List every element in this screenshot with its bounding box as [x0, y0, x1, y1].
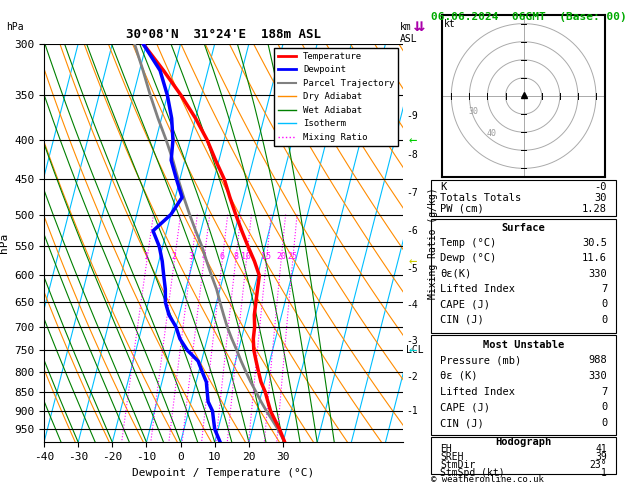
Text: -0: -0 [594, 182, 607, 192]
Text: -8: -8 [406, 150, 418, 159]
Text: StmSpd (kt): StmSpd (kt) [440, 468, 504, 478]
Text: 10: 10 [242, 252, 251, 261]
Text: 8: 8 [233, 252, 238, 261]
Text: Totals Totals: Totals Totals [440, 193, 521, 203]
Text: © weatheronline.co.uk: © weatheronline.co.uk [431, 474, 543, 484]
Text: 15: 15 [261, 252, 271, 261]
Text: 23°: 23° [589, 460, 607, 470]
Text: -9: -9 [406, 111, 418, 121]
Text: 988: 988 [588, 355, 607, 365]
Text: -5: -5 [406, 264, 418, 274]
Text: -1: -1 [406, 406, 418, 416]
Text: 0: 0 [601, 418, 607, 428]
Text: -2: -2 [406, 372, 418, 382]
Text: 30.5: 30.5 [582, 238, 607, 248]
Text: Dewp (°C): Dewp (°C) [440, 253, 496, 263]
Text: 0: 0 [601, 315, 607, 325]
Text: 7: 7 [601, 387, 607, 397]
Text: θε (K): θε (K) [440, 371, 477, 381]
Text: Hodograph: Hodograph [496, 437, 552, 447]
Text: 2: 2 [172, 252, 177, 261]
Text: 39: 39 [596, 452, 607, 462]
Text: Surface: Surface [502, 223, 545, 233]
Text: 1.28: 1.28 [582, 204, 607, 214]
Text: -3: -3 [406, 336, 418, 346]
Text: 20: 20 [276, 252, 286, 261]
Text: K: K [440, 182, 447, 192]
Text: 40: 40 [486, 129, 496, 138]
Text: θε(K): θε(K) [440, 269, 471, 278]
Text: 330: 330 [588, 269, 607, 278]
Text: Most Unstable: Most Unstable [483, 340, 564, 350]
Title: 30°08'N  31°24'E  188m ASL: 30°08'N 31°24'E 188m ASL [126, 28, 321, 41]
Text: 4: 4 [201, 252, 206, 261]
Text: Pressure (mb): Pressure (mb) [440, 355, 521, 365]
Text: 06.06.2024  06GMT  (Base: 00): 06.06.2024 06GMT (Base: 00) [431, 12, 626, 22]
Text: ←: ← [409, 254, 417, 268]
Text: -4: -4 [406, 300, 418, 310]
Text: 25: 25 [287, 252, 298, 261]
Text: 1: 1 [601, 468, 607, 478]
Text: EH: EH [440, 444, 452, 454]
Text: Mixing Ratio (g/kg): Mixing Ratio (g/kg) [428, 187, 438, 299]
Text: SREH: SREH [440, 452, 464, 462]
Text: 0: 0 [601, 299, 607, 310]
Text: -6: -6 [406, 226, 418, 236]
Text: 11.6: 11.6 [582, 253, 607, 263]
Text: Lifted Index: Lifted Index [440, 387, 515, 397]
Text: ASL: ASL [399, 34, 417, 44]
Text: kt: kt [444, 19, 456, 29]
Text: PW (cm): PW (cm) [440, 204, 484, 214]
Text: LCL: LCL [406, 345, 424, 355]
Text: ⇊: ⇊ [414, 17, 425, 35]
Text: CAPE (J): CAPE (J) [440, 402, 490, 413]
Text: ←: ← [409, 343, 417, 357]
Text: -7: -7 [406, 188, 418, 198]
Text: 330: 330 [588, 371, 607, 381]
Text: 41: 41 [596, 444, 607, 454]
Text: CIN (J): CIN (J) [440, 418, 484, 428]
Text: CIN (J): CIN (J) [440, 315, 484, 325]
Text: 3: 3 [189, 252, 194, 261]
Text: StmDir: StmDir [440, 460, 476, 470]
Text: 30: 30 [594, 193, 607, 203]
Text: 30: 30 [468, 107, 478, 116]
Text: km: km [399, 21, 411, 32]
Text: Temp (°C): Temp (°C) [440, 238, 496, 248]
Text: 7: 7 [601, 284, 607, 294]
Text: CAPE (J): CAPE (J) [440, 299, 490, 310]
Y-axis label: hPa: hPa [0, 233, 9, 253]
X-axis label: Dewpoint / Temperature (°C): Dewpoint / Temperature (°C) [132, 468, 314, 478]
Text: 0: 0 [601, 402, 607, 413]
Text: 6: 6 [220, 252, 225, 261]
Text: 1: 1 [144, 252, 149, 261]
Text: ←: ← [409, 133, 417, 147]
Text: Lifted Index: Lifted Index [440, 284, 515, 294]
Text: hPa: hPa [6, 21, 24, 32]
Legend: Temperature, Dewpoint, Parcel Trajectory, Dry Adiabat, Wet Adiabat, Isotherm, Mi: Temperature, Dewpoint, Parcel Trajectory… [274, 48, 398, 146]
